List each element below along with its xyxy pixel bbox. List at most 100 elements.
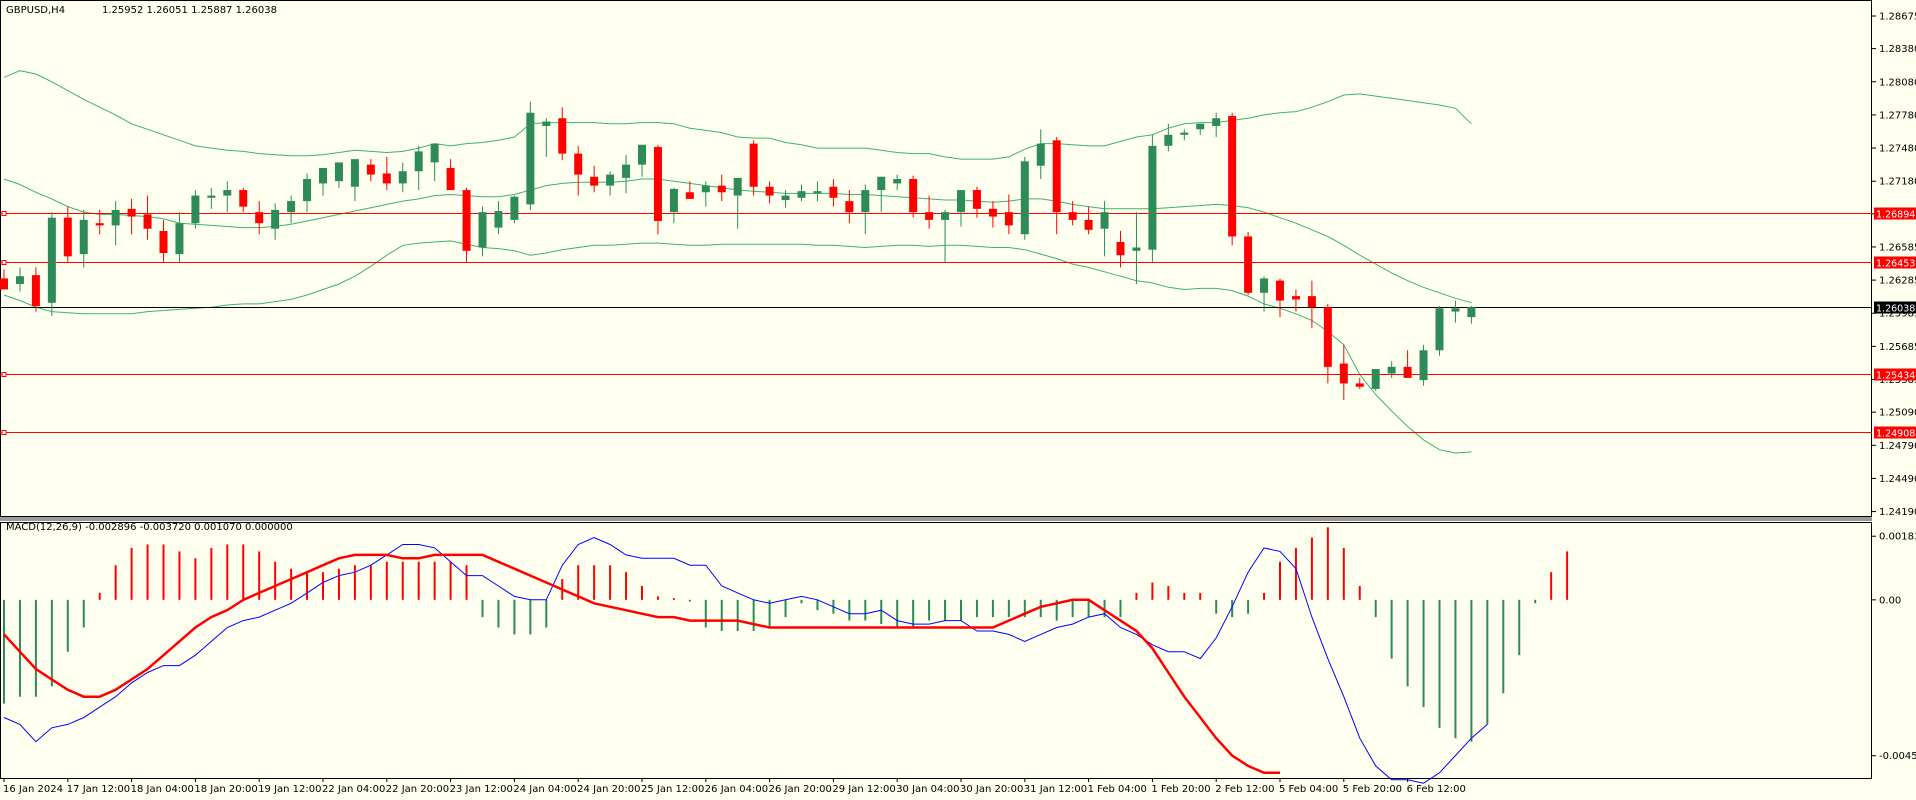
candle-body[interactable]: [829, 186, 838, 198]
candle-body[interactable]: [191, 195, 200, 224]
candle-body[interactable]: [558, 118, 567, 154]
candle-body[interactable]: [111, 209, 120, 226]
candle-body[interactable]: [1435, 308, 1444, 351]
candle-body[interactable]: [797, 191, 806, 198]
candle-body[interactable]: [622, 164, 631, 178]
level-handle[interactable]: [1, 211, 7, 216]
candle-body[interactable]: [510, 196, 519, 220]
candle-body[interactable]: [31, 275, 40, 307]
candle-body[interactable]: [1004, 212, 1013, 226]
candle-body[interactable]: [972, 190, 981, 209]
candle-body[interactable]: [813, 191, 822, 194]
candle-body[interactable]: [1260, 278, 1269, 293]
candle-body[interactable]: [1148, 145, 1157, 250]
candle-body[interactable]: [239, 190, 248, 207]
candle-body[interactable]: [526, 112, 535, 205]
candle-body[interactable]: [334, 162, 343, 182]
candle-body[interactable]: [1323, 307, 1332, 367]
level-handle[interactable]: [1, 430, 7, 435]
candle-body[interactable]: [941, 212, 950, 220]
candle-body[interactable]: [733, 177, 742, 196]
candle-body[interactable]: [1467, 307, 1476, 318]
candle-body[interactable]: [207, 195, 216, 198]
candle-body[interactable]: [781, 195, 790, 200]
candle-body[interactable]: [1036, 143, 1045, 166]
candle-body[interactable]: [95, 223, 104, 226]
candle-body[interactable]: [845, 201, 854, 213]
candle-body[interactable]: [271, 209, 280, 229]
candle-body[interactable]: [590, 176, 599, 186]
candle-body[interactable]: [542, 121, 551, 126]
candle-body[interactable]: [462, 190, 471, 251]
candle-body[interactable]: [669, 188, 678, 213]
candle-body[interactable]: [653, 146, 662, 221]
candle-body[interactable]: [350, 159, 359, 187]
candle-body[interactable]: [255, 212, 264, 224]
candle-body[interactable]: [1244, 236, 1253, 293]
candle-body[interactable]: [1451, 308, 1460, 312]
candle-body[interactable]: [925, 212, 934, 220]
candle-body[interactable]: [1164, 134, 1173, 146]
pane-separator[interactable]: [0, 517, 1872, 521]
candle-body[interactable]: [47, 217, 56, 303]
candle-body[interactable]: [319, 167, 327, 184]
candle-body[interactable]: [638, 144, 646, 165]
candle-body[interactable]: [430, 143, 439, 163]
candle-body[interactable]: [1387, 366, 1396, 374]
candle-body[interactable]: [957, 190, 965, 213]
candle-body[interactable]: [1276, 280, 1284, 301]
candle-body[interactable]: [446, 167, 455, 191]
candle-body[interactable]: [1403, 366, 1412, 378]
candle-body[interactable]: [1212, 118, 1221, 126]
candle-body[interactable]: [1371, 369, 1380, 389]
candle-body[interactable]: [685, 192, 694, 199]
candle-body[interactable]: [382, 173, 391, 184]
candle-body[interactable]: [861, 190, 870, 213]
candle-body[interactable]: [494, 211, 503, 228]
candle-body[interactable]: [366, 164, 375, 175]
candle-body[interactable]: [909, 178, 918, 213]
candle-body[interactable]: [398, 171, 407, 184]
candle-body[interactable]: [1020, 161, 1029, 235]
candle-body[interactable]: [988, 208, 997, 217]
candle-body[interactable]: [414, 151, 423, 172]
candle-body[interactable]: [1052, 140, 1061, 213]
candle-body[interactable]: [1291, 296, 1300, 300]
candle-body[interactable]: [287, 201, 296, 213]
candle-body[interactable]: [1180, 132, 1189, 135]
candle-body[interactable]: [1339, 363, 1348, 384]
candle-body[interactable]: [749, 143, 758, 187]
candle-body[interactable]: [223, 190, 232, 196]
candle-body[interactable]: [15, 276, 24, 284]
candle-body[interactable]: [1100, 212, 1109, 229]
candle-body[interactable]: [175, 223, 184, 255]
candle-body[interactable]: [1068, 212, 1077, 220]
candle-body[interactable]: [701, 185, 710, 193]
candle-body[interactable]: [1419, 350, 1428, 381]
candle-body[interactable]: [1196, 123, 1205, 130]
candle-body[interactable]: [0, 278, 8, 290]
candle-body[interactable]: [1084, 219, 1093, 230]
candle-body[interactable]: [63, 217, 72, 257]
candle-body[interactable]: [574, 153, 583, 175]
candle-body[interactable]: [478, 212, 487, 248]
level-handle[interactable]: [1, 260, 7, 265]
candle-body[interactable]: [79, 219, 88, 255]
candle-body[interactable]: [159, 230, 168, 254]
candle-body[interactable]: [303, 178, 312, 202]
candle-body[interactable]: [143, 214, 152, 229]
candle-body[interactable]: [127, 208, 136, 217]
candle-body[interactable]: [1307, 296, 1316, 308]
candle-body[interactable]: [1132, 247, 1141, 251]
candle-body[interactable]: [1228, 116, 1237, 237]
candle-body[interactable]: [717, 185, 726, 193]
candle-body[interactable]: [765, 186, 774, 196]
candle-body[interactable]: [877, 176, 886, 191]
level-handle[interactable]: [1, 372, 7, 377]
candle-body[interactable]: [606, 174, 615, 186]
candle-body[interactable]: [893, 178, 902, 184]
candle-body[interactable]: [1116, 241, 1125, 256]
candle-body[interactable]: [1355, 383, 1364, 387]
